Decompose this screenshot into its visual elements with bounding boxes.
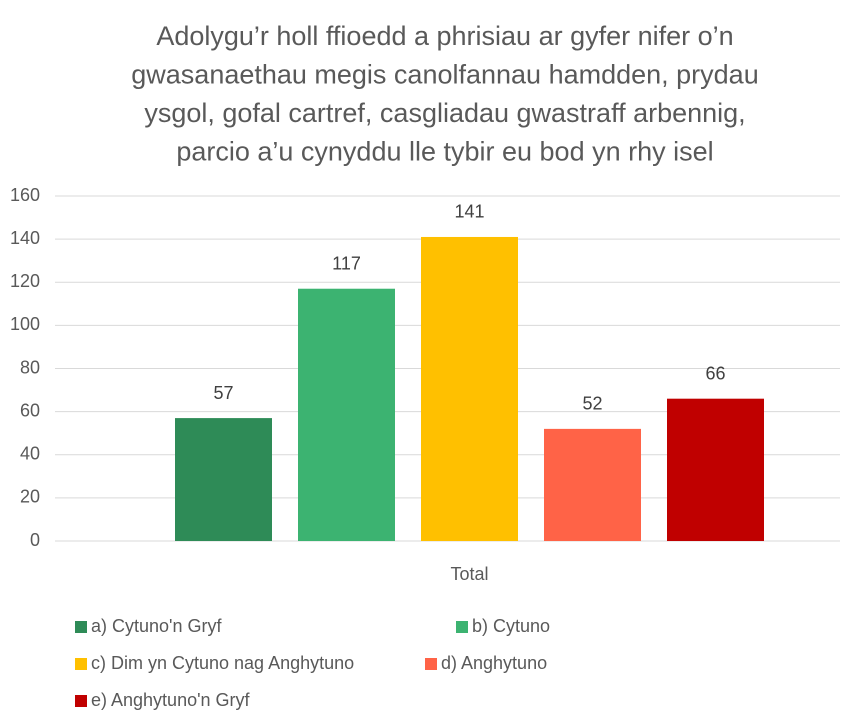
bar <box>421 236 518 541</box>
bar <box>667 398 764 541</box>
legend-label: b) Cytuno <box>472 616 550 636</box>
y-tick-label: 140 <box>10 228 40 248</box>
y-tick-label: 80 <box>20 357 40 377</box>
x-tick-label: Total <box>450 564 488 584</box>
chart-title: gwasanaethau megis canolfannau hamdden, … <box>131 60 758 90</box>
legend-swatch <box>425 658 437 670</box>
y-tick-label: 40 <box>20 444 40 464</box>
y-tick-label: 120 <box>10 271 40 291</box>
y-tick-label: 60 <box>20 400 40 420</box>
legend-swatch <box>75 658 87 670</box>
y-tick-label: 100 <box>10 314 40 334</box>
legend-swatch <box>456 621 468 633</box>
bar <box>544 428 641 541</box>
value-label: 57 <box>213 383 233 403</box>
legend-swatch <box>75 695 87 707</box>
chart-title: Adolygu’r holl ffioedd a phrisiau ar gyf… <box>156 21 733 51</box>
value-label: 117 <box>332 253 361 273</box>
legend-label: c) Dim yn Cytuno nag Anghytuno <box>91 653 354 673</box>
value-label: 52 <box>582 394 602 414</box>
y-tick-label: 20 <box>20 487 40 507</box>
value-label: 66 <box>705 363 725 383</box>
bar <box>175 418 272 541</box>
legend-label: a) Cytuno'n Gryf <box>91 616 222 636</box>
bar <box>298 288 395 541</box>
value-label: 141 <box>454 202 484 222</box>
chart-title: ysgol, gofal cartref, casgliadau gwastra… <box>144 98 745 128</box>
y-tick-label: 0 <box>30 530 40 550</box>
legend-label: d) Anghytuno <box>441 653 547 673</box>
legend-swatch <box>75 621 87 633</box>
chart-title: parcio a’u cynyddu lle tybir eu bod yn r… <box>176 137 713 167</box>
legend-label: e) Anghytuno'n Gryf <box>91 690 251 710</box>
y-tick-label: 160 <box>10 185 40 205</box>
